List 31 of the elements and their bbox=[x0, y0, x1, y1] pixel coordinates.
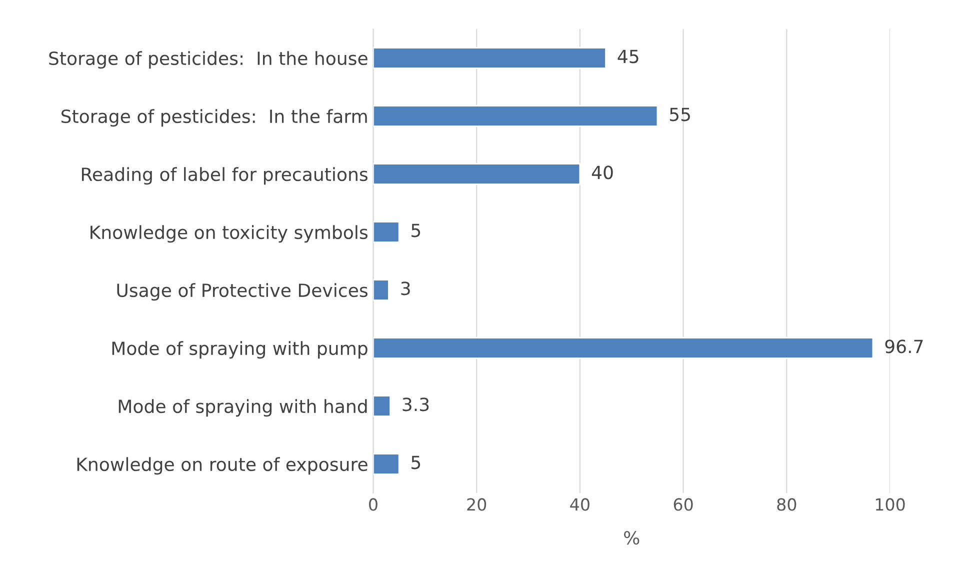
data-label: 45 bbox=[618, 50, 638, 64]
y-tick-label: Knowledge on route of exposure bbox=[77, 457, 368, 475]
bar bbox=[373, 453, 400, 475]
y-tick-label: Usage of Protective Devices bbox=[117, 283, 368, 301]
bar bbox=[373, 47, 606, 69]
y-tick-label: Knowledge on toxicity symbols bbox=[90, 225, 368, 243]
data-label: 55 bbox=[670, 108, 690, 122]
x-tick-label: 80 bbox=[777, 498, 796, 511]
y-tick-label: Storage of pesticides: In the farm bbox=[61, 109, 367, 127]
x-tick-label: 0 bbox=[369, 498, 378, 511]
data-label: 3 bbox=[401, 282, 410, 296]
y-tick-label: Mode of spraying with hand bbox=[118, 399, 367, 417]
bar bbox=[373, 163, 581, 185]
y-tick-label: Reading of label for precautions bbox=[82, 167, 368, 185]
data-label: 96.7 bbox=[885, 340, 923, 354]
bar bbox=[373, 395, 391, 417]
data-label: 40 bbox=[592, 166, 613, 180]
data-label: 3.3 bbox=[402, 398, 429, 412]
x-axis-title: % bbox=[624, 530, 640, 545]
bar bbox=[373, 337, 874, 359]
y-tick-label: Mode of spraying with pump bbox=[112, 341, 368, 359]
x-tick-label: 60 bbox=[674, 498, 693, 511]
data-label: 5 bbox=[412, 224, 420, 238]
bar bbox=[373, 221, 400, 243]
data-label: 5 bbox=[412, 456, 420, 470]
x-tick-label: 20 bbox=[467, 498, 486, 511]
x-tick-label: 100 bbox=[876, 498, 905, 511]
bar bbox=[373, 279, 390, 301]
x-tick-label: 40 bbox=[570, 498, 590, 511]
y-tick-label: Storage of pesticides: In the house bbox=[49, 51, 368, 69]
bar bbox=[373, 105, 658, 127]
